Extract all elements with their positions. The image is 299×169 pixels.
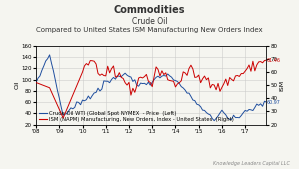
- Text: 60.97: 60.97: [266, 100, 280, 105]
- Y-axis label: ISM: ISM: [279, 80, 284, 91]
- Text: Crude Oil: Crude Oil: [132, 17, 167, 26]
- Text: Compared to United States ISM Manufacturing New Orders Index: Compared to United States ISM Manufactur…: [36, 27, 263, 33]
- Y-axis label: Oil: Oil: [15, 81, 20, 89]
- Text: Knowledge Leaders Capital LLC: Knowledge Leaders Capital LLC: [213, 161, 290, 166]
- Legend: Crude Oil WTI (Global Spot NYMEX  - Price  (Left), ISM (NAPM) Manufacturing, New: Crude Oil WTI (Global Spot NYMEX - Price…: [39, 111, 234, 122]
- Text: Commodities: Commodities: [114, 5, 185, 15]
- Text: 61.46: 61.46: [266, 58, 280, 63]
